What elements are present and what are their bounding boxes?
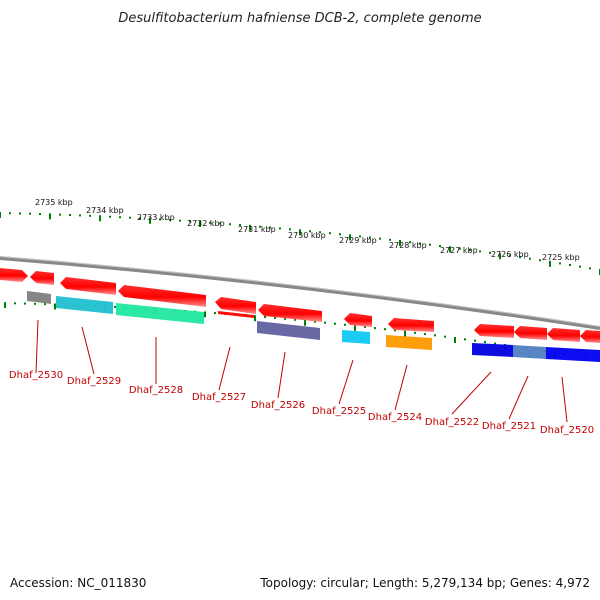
scale-label: 2730 kbp [288, 231, 326, 240]
cds-feature[interactable] [60, 277, 116, 295]
cds-feature[interactable] [474, 324, 514, 338]
gene-label[interactable]: Dhaf_2526 [251, 400, 305, 411]
gene-bar[interactable] [257, 321, 320, 340]
scale-label: 2725 kbp [542, 253, 580, 262]
scale-label: 2729 kbp [339, 236, 377, 245]
cds-track [0, 268, 600, 343]
cds-feature[interactable] [258, 304, 322, 322]
gene-label[interactable]: Dhaf_2528 [129, 385, 183, 396]
accession-label: Accession: NC_011830 [10, 576, 146, 590]
gene-label[interactable]: Dhaf_2520 [540, 425, 594, 436]
gene-leader-line [561, 376, 568, 423]
cds-feature[interactable] [30, 271, 54, 285]
gene-bar[interactable] [513, 345, 546, 359]
gene-label[interactable]: Dhaf_2522 [425, 417, 479, 428]
gene-bar[interactable] [472, 343, 513, 357]
gene-label[interactable]: Dhaf_2529 [67, 376, 121, 387]
scale-label: 2726 kbp [491, 250, 529, 259]
gene-bar[interactable] [27, 291, 51, 304]
gene-label[interactable]: Dhaf_2530 [9, 370, 63, 381]
cds-feature[interactable] [215, 297, 256, 314]
cds-feature[interactable] [580, 330, 600, 343]
gene-leader-line [35, 319, 39, 374]
gene-leader-line [277, 351, 286, 399]
cds-feature[interactable] [388, 318, 434, 332]
scale-label: 2727 kbp [440, 246, 478, 255]
cds-feature[interactable] [344, 313, 372, 327]
gene-label[interactable]: Dhaf_2524 [368, 412, 422, 423]
gene-leader-line [218, 346, 231, 391]
scale-label: 2732 kbp [187, 219, 225, 228]
gene-label-layer: Dhaf_2530 Dhaf_2529 Dhaf_2528 Dhaf_2527 Dhaf… [9, 319, 594, 436]
gene-leader-line [338, 359, 354, 405]
gene-color-track [27, 291, 600, 362]
cds-feature[interactable] [514, 326, 547, 340]
gene-bar[interactable] [218, 311, 254, 318]
gene-bar[interactable] [56, 296, 113, 314]
genome-backbone-highlight [0, 256, 600, 327]
gene-bar[interactable] [342, 330, 370, 344]
cds-feature[interactable] [0, 268, 28, 282]
cds-feature[interactable] [118, 285, 206, 307]
gene-leader-line [394, 364, 408, 411]
scale-labels: 2735 kbp 2734 kbp 2733 kbp 2732 kbp 2731 kbp… [35, 198, 580, 262]
gene-leader-line [81, 326, 95, 375]
scale-label: 2734 kbp [86, 206, 124, 215]
gene-bar[interactable] [546, 347, 600, 362]
cds-feature[interactable] [547, 328, 580, 342]
gene-label[interactable]: Dhaf_2527 [192, 392, 246, 403]
gene-label[interactable]: Dhaf_2521 [482, 421, 536, 432]
scale-label: 2735 kbp [35, 198, 73, 207]
scale-label: 2733 kbp [137, 213, 175, 222]
gene-label[interactable]: Dhaf_2525 [312, 406, 366, 417]
map-title: Desulfitobacterium hafniense DCB-2, comp… [118, 11, 481, 26]
genome-backbone [0, 256, 600, 330]
gene-bar[interactable] [116, 303, 204, 324]
topology-label: Topology: circular; Length: 5,279,134 bp… [259, 576, 590, 590]
scale-label: 2728 kbp [389, 241, 427, 250]
gene-leader-line [451, 371, 492, 415]
gene-bar[interactable] [386, 335, 432, 350]
scale-label: 2731 kbp [238, 225, 276, 234]
gene-leader-line [508, 375, 529, 420]
